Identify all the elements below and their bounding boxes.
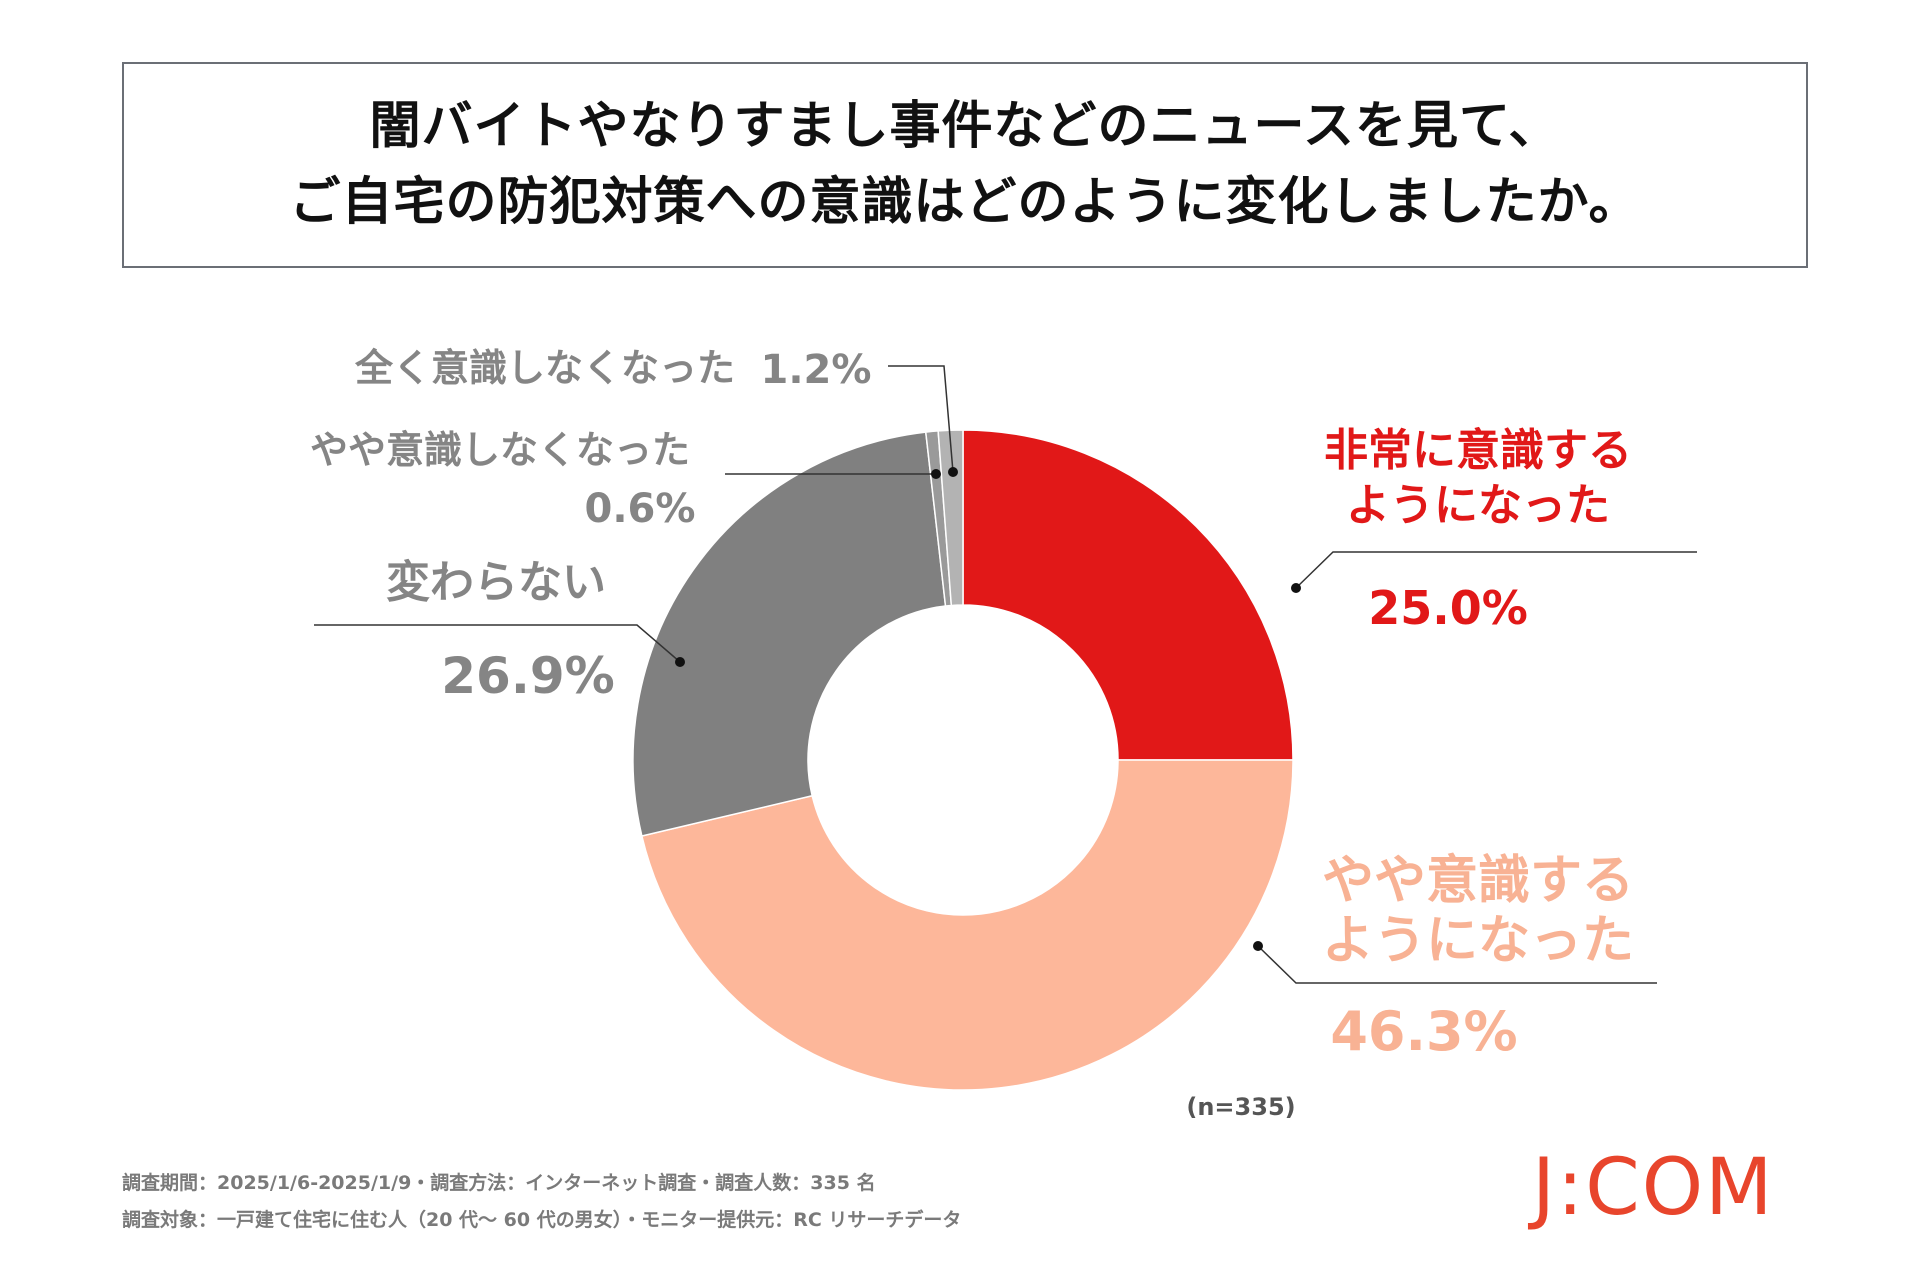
sample-size: (n=335): [1186, 1093, 1295, 1121]
value-much-less: 1.2%: [761, 347, 872, 393]
donut-slices: [632, 429, 1294, 1091]
slice-very: [962, 429, 1294, 761]
leader-dot-nochange: [675, 657, 685, 667]
leader-dots: [675, 467, 1301, 951]
leader-dot-much-less: [948, 467, 958, 477]
leader-lines: [314, 365, 1697, 984]
leader-line-much-less: [888, 365, 954, 473]
title-box: 闇バイトやなりすまし事件などのニュースを見て、 ご自宅の防犯対策への意識はどのよ…: [122, 62, 1808, 268]
slice-somewhat: [640, 759, 1294, 1091]
value-somewhat: 46.3%: [1330, 1000, 1517, 1063]
label-somewhat-line1: やや意識する: [1322, 851, 1634, 911]
label-slightly-less: やや意識しなくなった: [310, 428, 690, 472]
value-very: 25.0%: [1368, 581, 1528, 635]
leader-line-somewhat: [1257, 945, 1657, 984]
leader-line-very: [1295, 551, 1697, 589]
footer-survey-period: 調査期間：2025/1/6-2025/1/9・調査方法：インターネット調査・調査…: [122, 1172, 876, 1194]
jcom-logo: J:COM: [1532, 1143, 1775, 1233]
label-nochange: 変わらない: [386, 557, 606, 608]
footer-survey-target: 調査対象：一戸建て住宅に住む人（20 代～ 60 代の男女）・モニター提供元：R…: [122, 1209, 962, 1231]
title-line-2: ご自宅の防犯対策への意識はどのように変化しましたか。: [289, 173, 1641, 232]
value-slightly-less: 0.6%: [585, 486, 696, 532]
slice-nochange: [632, 431, 947, 837]
label-very-line2: ようになった: [1346, 480, 1610, 531]
leader-dot-very: [1291, 583, 1301, 593]
label-very-line1: 非常に意識する: [1324, 425, 1632, 476]
value-nochange: 26.9%: [441, 647, 614, 705]
leader-line-nochange: [314, 624, 681, 663]
leader-dot-slightly-less: [931, 469, 941, 479]
label-much-less: 全く意識しなくなった: [354, 346, 735, 390]
title-line-1: 闇バイトやなりすまし事件などのニュースを見て、: [369, 97, 1561, 156]
leader-dot-somewhat: [1253, 941, 1263, 951]
label-somewhat-line2: ようになった: [1322, 911, 1634, 971]
